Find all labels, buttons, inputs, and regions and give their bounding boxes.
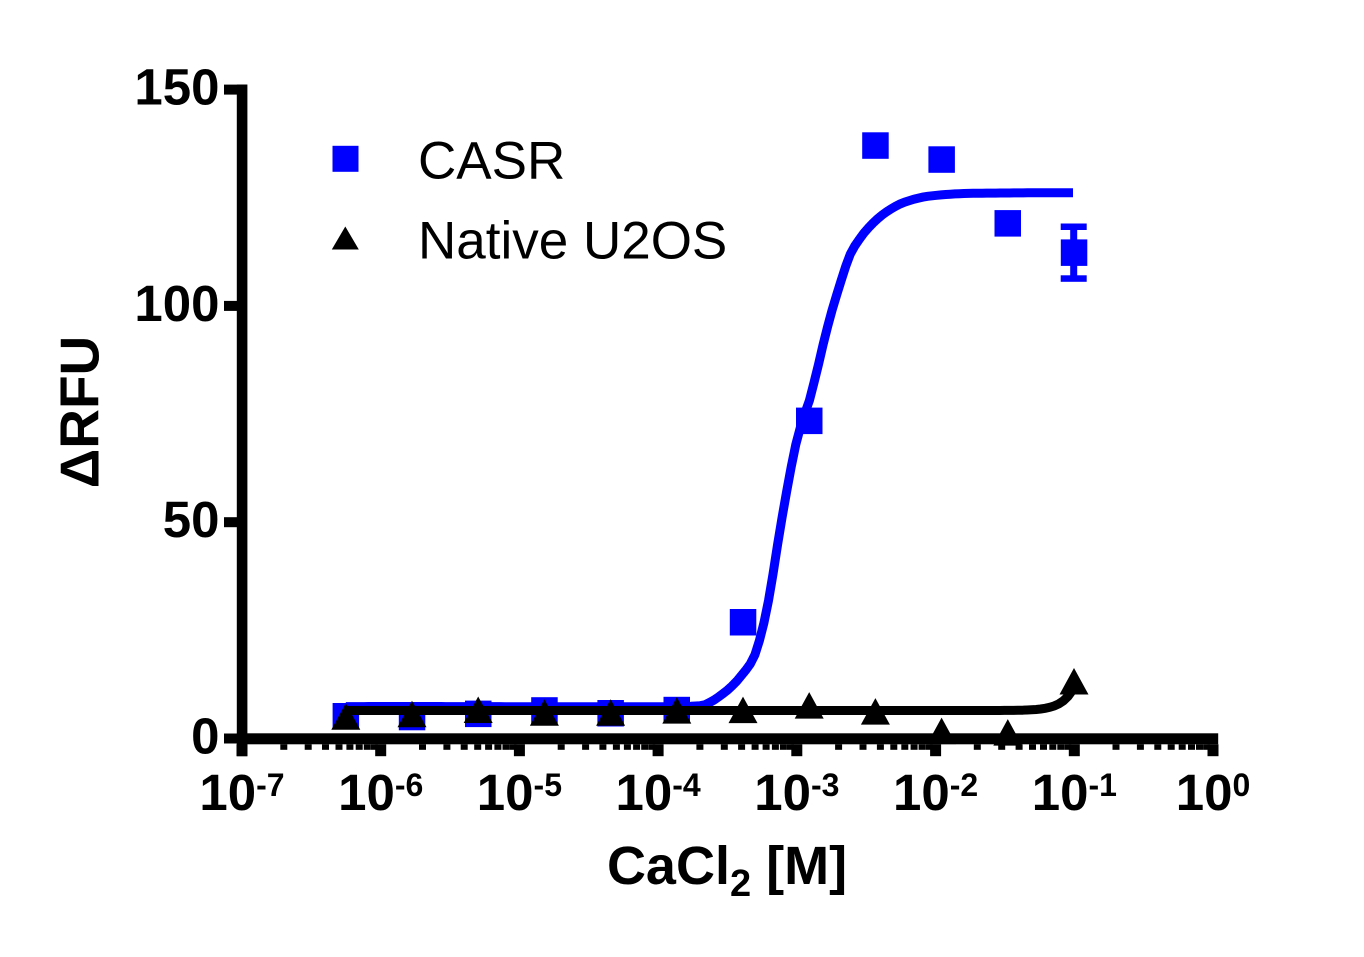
svg-text:ΔRFU: ΔRFU [49, 336, 111, 489]
svg-text:Native U2OS: Native U2OS [418, 212, 727, 271]
svg-text:10-3: 10-3 [754, 764, 839, 821]
svg-text:150: 150 [134, 59, 219, 116]
svg-text:50: 50 [163, 491, 220, 548]
svg-text:0: 0 [191, 708, 219, 765]
svg-text:10-7: 10-7 [199, 764, 284, 821]
svg-text:100: 100 [134, 275, 219, 332]
svg-text:CASR: CASR [418, 132, 565, 191]
svg-text:CaCl2 [M]: CaCl2 [M] [607, 836, 847, 905]
